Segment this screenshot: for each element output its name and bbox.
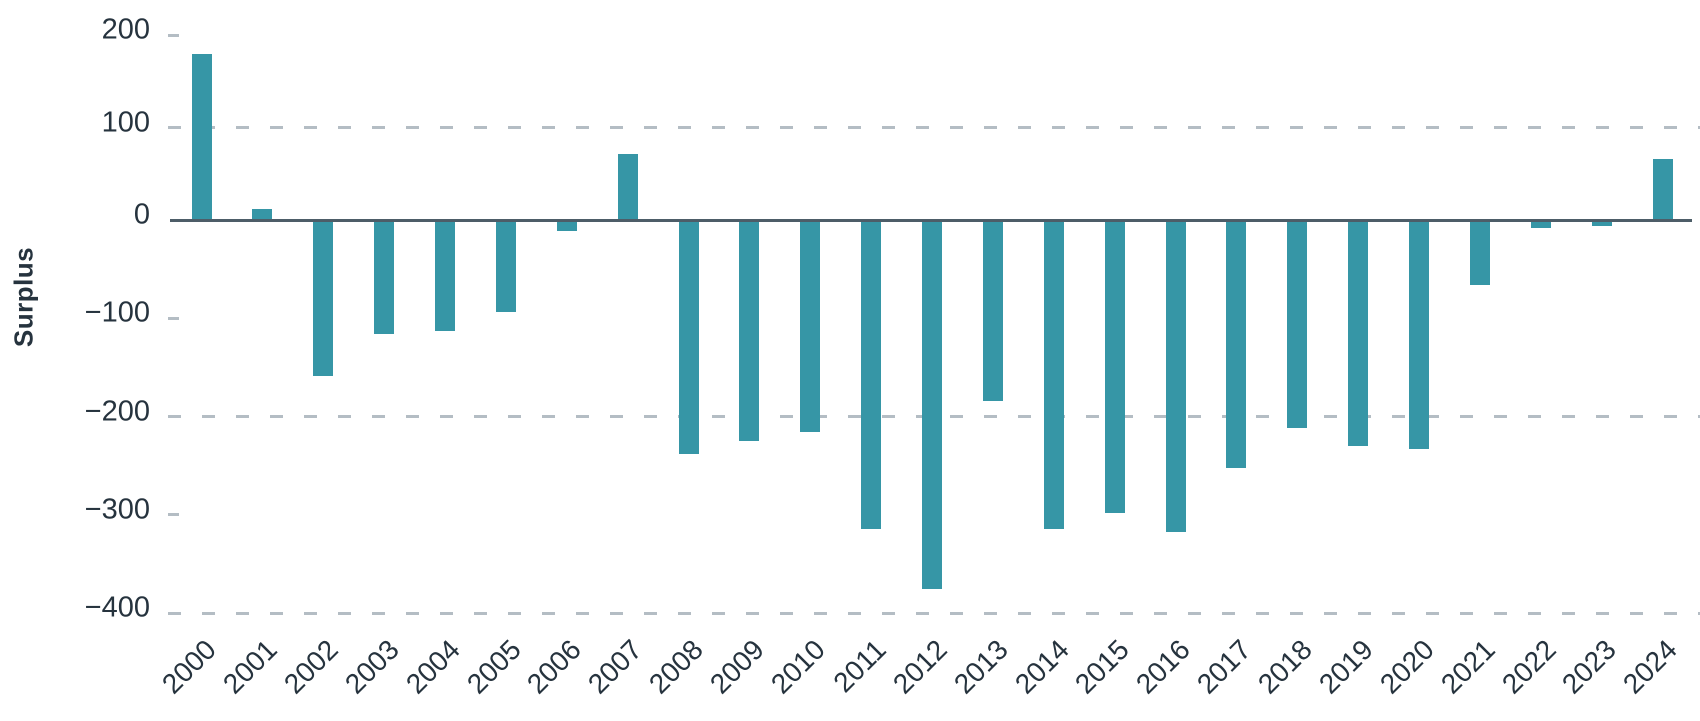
y-tick-label: −100 <box>84 296 150 329</box>
bar-2018 <box>1287 220 1308 429</box>
y-tick-label: −300 <box>84 493 150 526</box>
x-tick-label-2008: 2008 <box>643 633 710 700</box>
y-tick-label: 0 <box>133 198 150 231</box>
x-tick-label-2011: 2011 <box>827 633 892 699</box>
x-tick-label-2004: 2004 <box>399 633 466 700</box>
x-tick-label-2017: 2017 <box>1191 633 1258 700</box>
bar-2007 <box>617 154 638 220</box>
y-tick-label: −200 <box>84 395 150 428</box>
bar-2011 <box>861 220 882 529</box>
x-tick-label-2022: 2022 <box>1495 633 1562 700</box>
bar-2009 <box>739 220 760 442</box>
x-tick-label-2019: 2019 <box>1312 633 1379 700</box>
x-tick-label-2001: 2001 <box>217 633 283 700</box>
x-tick-label-2002: 2002 <box>277 633 344 700</box>
bar-2020 <box>1409 220 1430 450</box>
x-tick-label-2010: 2010 <box>764 633 831 700</box>
bar-2006 <box>556 220 577 231</box>
bar-2008 <box>678 220 699 455</box>
x-tick-label-2015: 2015 <box>1069 633 1136 700</box>
bar-2016 <box>1165 220 1186 532</box>
x-tick-label-2016: 2016 <box>1130 633 1197 700</box>
bar-2005 <box>495 220 516 313</box>
bar-2012 <box>922 220 943 589</box>
bar-2013 <box>982 220 1003 401</box>
y-tick-label: −400 <box>84 591 150 624</box>
bar-2021 <box>1469 220 1490 285</box>
x-tick-label-2009: 2009 <box>704 633 771 700</box>
x-tick-label-2024: 2024 <box>1617 633 1684 700</box>
x-tick-label-2020: 2020 <box>1373 633 1440 700</box>
bar-2024 <box>1652 158 1673 220</box>
bar-2015 <box>1104 220 1125 514</box>
tick-mark <box>168 33 179 37</box>
y-tick-label: 100 <box>101 106 150 138</box>
tick-mark <box>168 513 179 517</box>
bar-2002 <box>313 220 334 377</box>
x-tick-label-2021: 2021 <box>1434 633 1501 700</box>
bar-2019 <box>1348 220 1369 447</box>
y-axis-title: Surplus <box>8 246 39 348</box>
x-tick-label-2005: 2005 <box>460 633 527 700</box>
tick-mark <box>168 316 179 320</box>
gridline <box>168 126 1700 129</box>
zero-axis-line <box>170 218 1692 222</box>
x-tick-label-2018: 2018 <box>1251 633 1318 700</box>
bar-2023 <box>1591 220 1612 226</box>
x-tick-label-2012: 2012 <box>886 633 953 700</box>
x-tick-label-2003: 2003 <box>338 633 405 700</box>
gridline <box>168 611 1700 615</box>
x-tick-label-2014: 2014 <box>1008 633 1075 700</box>
x-tick-label-2006: 2006 <box>521 633 588 700</box>
bar-2017 <box>1226 220 1247 468</box>
bar-2004 <box>435 220 456 332</box>
x-tick-label-2013: 2013 <box>947 633 1014 700</box>
bar-2000 <box>191 53 212 220</box>
bar-2001 <box>252 208 273 220</box>
x-tick-label-2023: 2023 <box>1556 633 1623 700</box>
bar-2022 <box>1530 220 1551 228</box>
bar-2010 <box>800 220 821 433</box>
bar-2014 <box>1043 220 1064 529</box>
x-tick-label-2000: 2000 <box>156 633 223 700</box>
x-tick-label-2007: 2007 <box>582 633 649 700</box>
y-tick-label: 200 <box>101 13 150 46</box>
bar-2003 <box>374 220 395 335</box>
